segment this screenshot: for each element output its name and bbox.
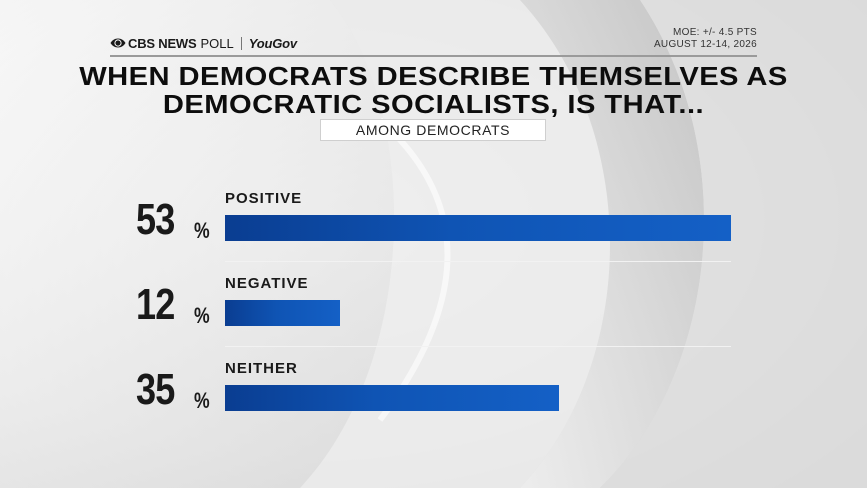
row-divider bbox=[225, 346, 731, 347]
bar-positive bbox=[225, 215, 731, 241]
brand-divider bbox=[240, 36, 242, 50]
poll-dates: AUGUST 12-14, 2026 bbox=[653, 39, 757, 50]
percent-sign: % bbox=[194, 303, 210, 328]
cbs-eye-icon bbox=[110, 38, 126, 48]
brand-network: CBS NEWS bbox=[128, 35, 197, 51]
percent-sign: % bbox=[194, 218, 210, 243]
chart-title: WHEN DEMOCRATS DESCRIBE THEMSELVES AS DE… bbox=[15, 62, 852, 118]
brand-poll-label: POLL bbox=[200, 35, 234, 51]
category-label: NEGATIVE bbox=[225, 275, 309, 292]
value-number: 35 bbox=[136, 365, 175, 414]
bar-neither bbox=[225, 385, 559, 411]
bar-row-negative: 12% NEGATIVE bbox=[0, 273, 867, 353]
header-rule bbox=[110, 55, 757, 57]
bar-negative bbox=[225, 300, 340, 326]
poll-meta: MOE: +/- 4.5 PTS AUGUST 12-14, 2026 bbox=[654, 27, 757, 51]
brand-lockup: CBS NEWS POLL YouGov bbox=[110, 34, 297, 52]
bar-row-neither: 35% NEITHER bbox=[0, 358, 867, 438]
value-number: 53 bbox=[136, 195, 175, 244]
value-label: 35% bbox=[136, 366, 218, 414]
brand-partner: YouGov bbox=[248, 35, 297, 51]
chart-title-line: WHEN DEMOCRATS DESCRIBE THEMSELVES AS bbox=[79, 61, 788, 91]
row-divider bbox=[225, 261, 731, 262]
chart-subtitle: AMONG DEMOCRATS bbox=[320, 119, 546, 141]
value-label: 12% bbox=[136, 281, 218, 329]
category-label: NEITHER bbox=[225, 360, 298, 377]
percent-sign: % bbox=[194, 388, 210, 413]
margin-of-error: MOE: +/- 4.5 PTS bbox=[673, 27, 757, 38]
category-label: POSITIVE bbox=[225, 190, 303, 207]
chart-title-line: DEMOCRATIC SOCIALISTS, IS THAT... bbox=[162, 89, 705, 119]
value-label: 53% bbox=[136, 196, 218, 244]
bar-row-positive: 53% POSITIVE bbox=[0, 188, 867, 268]
value-number: 12 bbox=[136, 280, 175, 329]
